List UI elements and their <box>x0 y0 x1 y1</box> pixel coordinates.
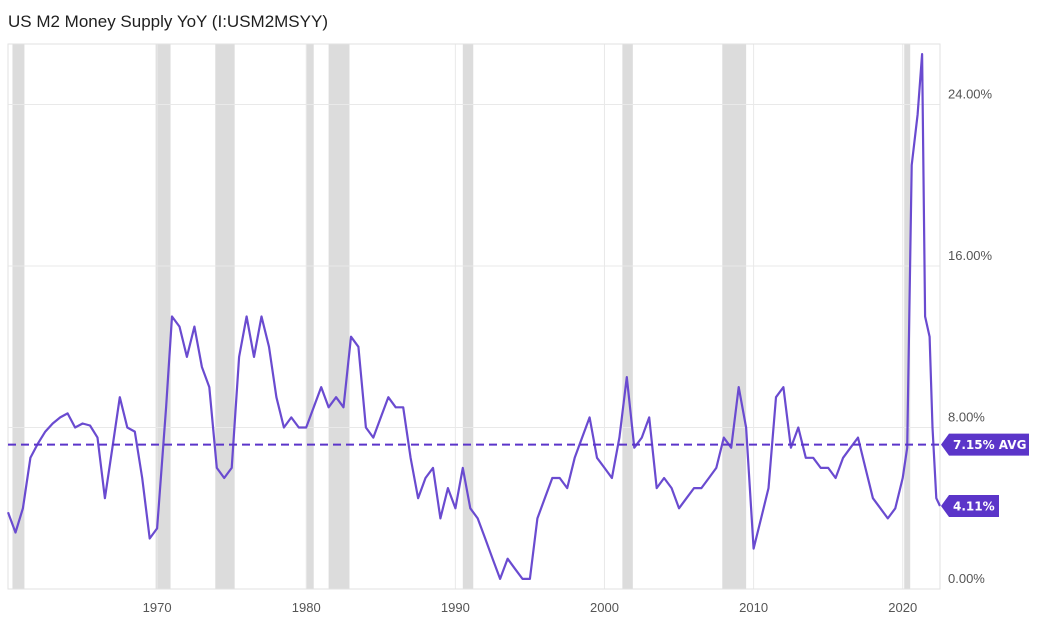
x-tick-label: 1990 <box>441 600 470 615</box>
recession-band <box>462 44 474 589</box>
latest-flag-label: 4.11% <box>953 500 995 514</box>
x-tick-label: 2010 <box>739 600 768 615</box>
y-tick-label: 0.00% <box>948 571 985 586</box>
x-gridlines <box>156 44 904 589</box>
average-flag-shape <box>941 433 1029 456</box>
x-tick-label: 1980 <box>292 600 321 615</box>
y-tick-label: 16.00% <box>948 248 993 263</box>
recession-band <box>328 44 350 589</box>
latest-flag: 4.11% <box>941 495 999 518</box>
latest-flag-shape <box>941 495 999 518</box>
m2-yoy-series-line <box>6 53 941 580</box>
recession-band <box>12 44 25 589</box>
y-tick-label: 24.00% <box>948 87 993 102</box>
average-flag-label: 7.15% AVG <box>953 438 1026 452</box>
recession-band <box>722 44 747 589</box>
chart-title: US M2 Money Supply YoY (I:USM2MSYY) <box>8 12 328 31</box>
recession-band <box>622 44 633 589</box>
recession-band <box>904 44 911 589</box>
average-flag: 7.15% AVG <box>941 433 1029 456</box>
recession-bands <box>12 44 911 589</box>
x-tick-label: 2000 <box>590 600 619 615</box>
plot-frame <box>7 43 941 590</box>
y-tick-label: 8.00% <box>948 410 985 425</box>
x-tick-labels: 1970 1980 1990 2000 2010 2020 <box>143 600 918 615</box>
y-tick-labels: 0.00% 8.00% 16.00% 24.00% <box>948 87 993 586</box>
recession-band <box>215 44 235 589</box>
recession-band <box>155 44 171 589</box>
x-tick-label: 1970 <box>143 600 172 615</box>
recession-band <box>306 44 314 589</box>
x-tick-label: 2020 <box>888 600 917 615</box>
